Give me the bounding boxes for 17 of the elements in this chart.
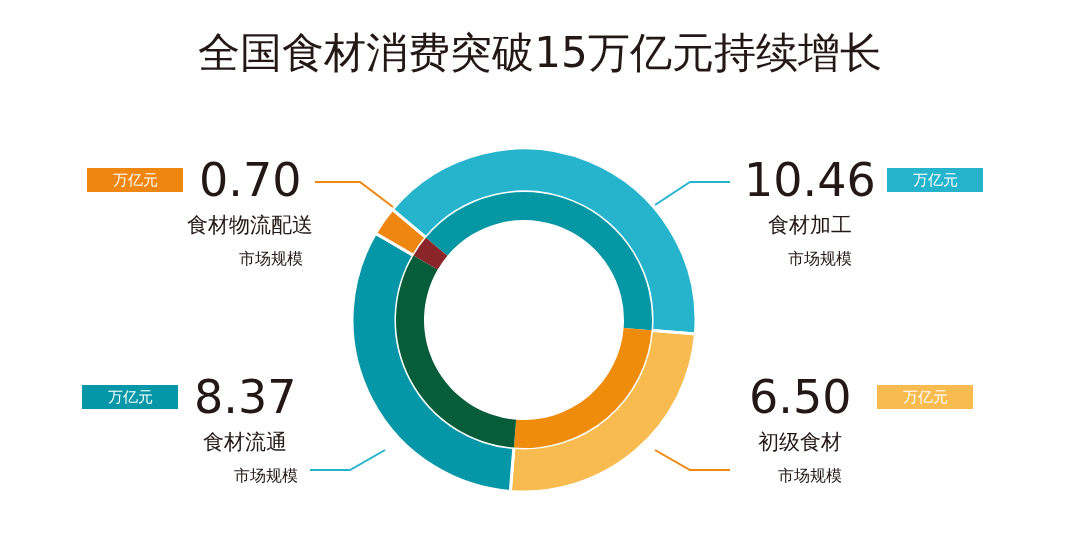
text: 万亿元: [913, 171, 958, 189]
slice-label: 食材流通: [203, 430, 287, 454]
text: 万亿元: [903, 388, 948, 406]
text: 万亿元: [113, 171, 158, 189]
text: 市场规模: [788, 249, 852, 268]
data-label: 6.50: [749, 370, 852, 424]
chart-title: 全国食材消费突破15万亿元持续增长: [198, 27, 882, 77]
text: 万亿元: [108, 388, 153, 406]
text: 市场规模: [778, 466, 842, 485]
slice-label: 食材物流配送: [187, 213, 313, 237]
text: 市场规模: [234, 466, 298, 485]
data-label: 8.37: [194, 370, 297, 424]
text: 市场规模: [239, 249, 303, 268]
slice-label: 初级食材: [758, 430, 842, 454]
data-label: 0.70: [199, 153, 302, 207]
slice-label: 食材加工: [768, 213, 852, 237]
data-label: 10.46: [744, 153, 876, 207]
